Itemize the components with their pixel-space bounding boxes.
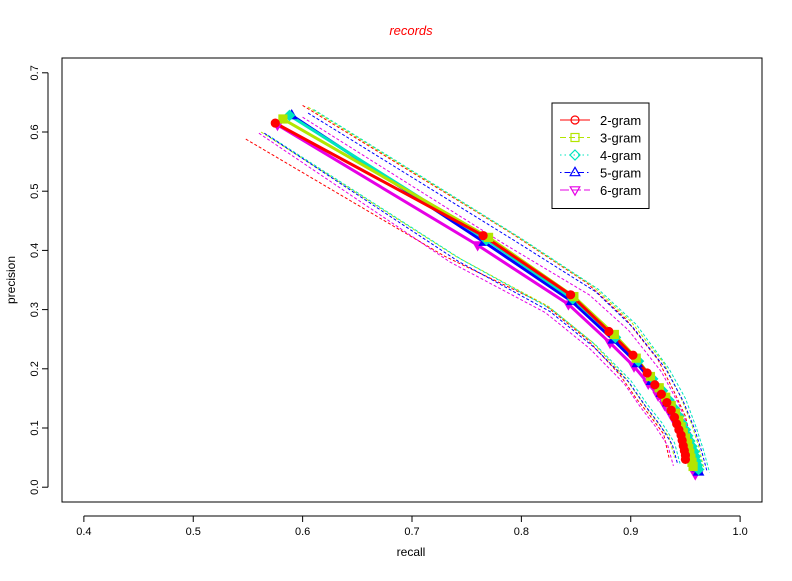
data-point — [478, 231, 488, 241]
data-point — [565, 290, 576, 300]
legend-marker — [570, 115, 580, 125]
x-tick-label: 0.4 — [76, 526, 91, 538]
band-lower-line — [260, 131, 675, 458]
legend-label: 2-gram — [600, 113, 641, 128]
data-point — [688, 461, 698, 472]
y-tick-label: 0.7 — [29, 65, 41, 80]
data-point — [628, 350, 638, 360]
data-point — [650, 380, 660, 390]
series-markers — [270, 109, 705, 481]
legend-marker — [569, 186, 581, 197]
y-tick-label: 0.0 — [29, 480, 41, 495]
data-point — [278, 114, 288, 124]
band-lower-line — [245, 138, 670, 458]
y-tick-label: 0.6 — [29, 124, 41, 139]
y-axis: 0.0 0.1 0.2 0.3 0.4 0.5 0.6 0.7 — [29, 65, 49, 495]
band-upper-line — [313, 109, 710, 473]
data-point — [656, 389, 666, 399]
y-axis-label: precision — [4, 256, 18, 304]
band-lower-line — [258, 132, 674, 467]
data-point — [680, 454, 691, 464]
band-lower-line — [267, 134, 681, 464]
y-tick-label: 0.4 — [29, 243, 41, 258]
legend-box — [551, 102, 650, 209]
x-tick-label: 0.6 — [295, 526, 310, 538]
chart-title: records — [389, 23, 433, 38]
x-axis-label: recall — [397, 545, 426, 559]
x-tick-label: 1.0 — [732, 526, 747, 538]
legend-marker — [570, 132, 580, 143]
legend-marker — [569, 166, 581, 177]
x-tick-label: 0.7 — [404, 526, 419, 538]
y-tick-label: 0.2 — [29, 361, 41, 376]
x-tick-label: 0.9 — [623, 526, 638, 538]
data-point — [270, 118, 280, 128]
plot-frame — [61, 57, 763, 503]
x-tick-label: 0.5 — [186, 526, 201, 538]
legend-label: 4-gram — [600, 148, 641, 163]
legend-label: 3-gram — [600, 131, 641, 146]
y-tick-label: 0.3 — [29, 302, 41, 317]
band-upper-line — [307, 106, 705, 470]
data-point — [642, 368, 652, 378]
legend-marker — [569, 149, 581, 161]
band-upper-line — [307, 112, 708, 473]
x-axis: 0.4 0.5 0.6 0.7 0.8 0.9 1.0 — [76, 515, 748, 538]
band-lower-line — [264, 132, 679, 465]
data-point — [662, 397, 672, 408]
y-tick-label: 0.5 — [29, 184, 41, 199]
x-tick-label: 0.8 — [514, 526, 529, 538]
legend-label: 5-gram — [600, 166, 641, 181]
y-tick-label: 0.1 — [29, 420, 41, 435]
data-point — [604, 326, 614, 337]
legend-label: 6-gram — [600, 183, 641, 198]
legend: 2-gram 3-gram 4-gram 5-gram 6-gram — [551, 102, 650, 209]
